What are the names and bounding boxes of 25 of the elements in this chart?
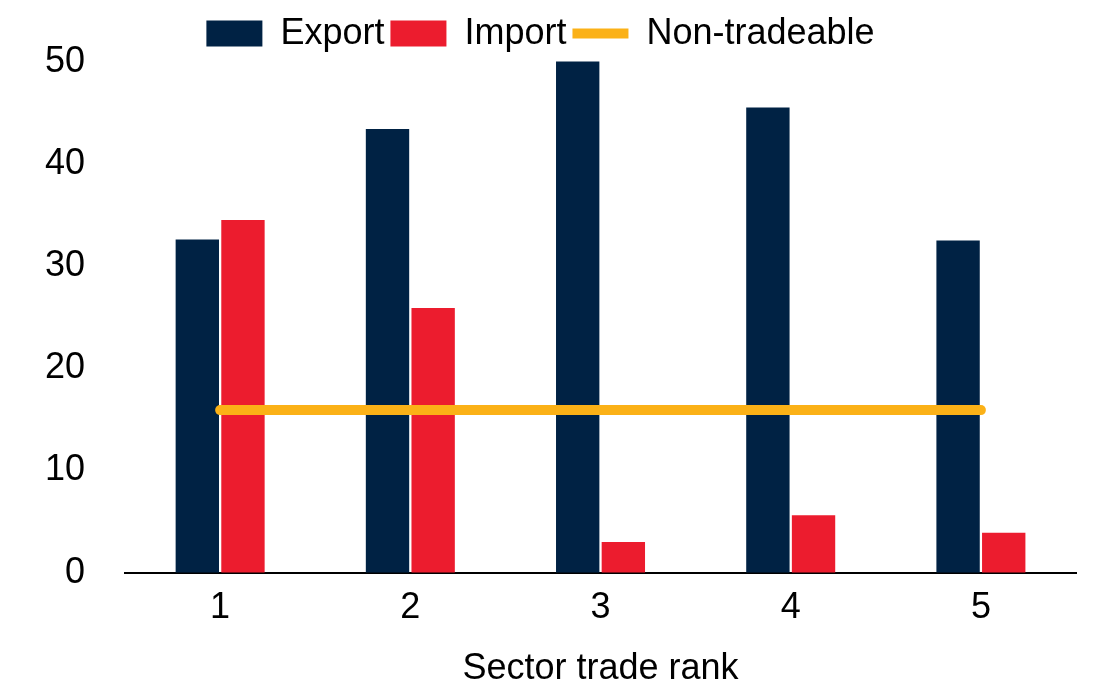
x-tick-label: 3 [590,585,611,627]
legend-label: Non-tradeable [646,10,875,52]
y-tick-label: 20 [45,345,86,387]
y-tick-label: 10 [45,447,86,489]
bar [936,240,980,573]
y-tick-label: 0 [65,549,86,591]
x-tick-label: 2 [400,585,421,627]
bar [982,532,1026,573]
x-tick-label: 1 [210,585,231,627]
legend-label: Import [464,10,567,52]
bar [556,61,600,573]
bar [175,239,219,573]
legend-label: Export [280,10,385,52]
y-tick-label: 40 [45,140,86,182]
bar [746,107,790,573]
x-tick-label: 4 [780,585,801,627]
bar [411,307,455,573]
bar [365,129,410,573]
bar [221,220,265,573]
x-tick-label: 5 [970,585,991,627]
y-tick-label: 50 [45,38,86,80]
bar [601,541,646,573]
x-axis-title: Sector trade rank [462,646,740,688]
bar [791,515,836,573]
y-tick-label: 30 [45,242,86,284]
